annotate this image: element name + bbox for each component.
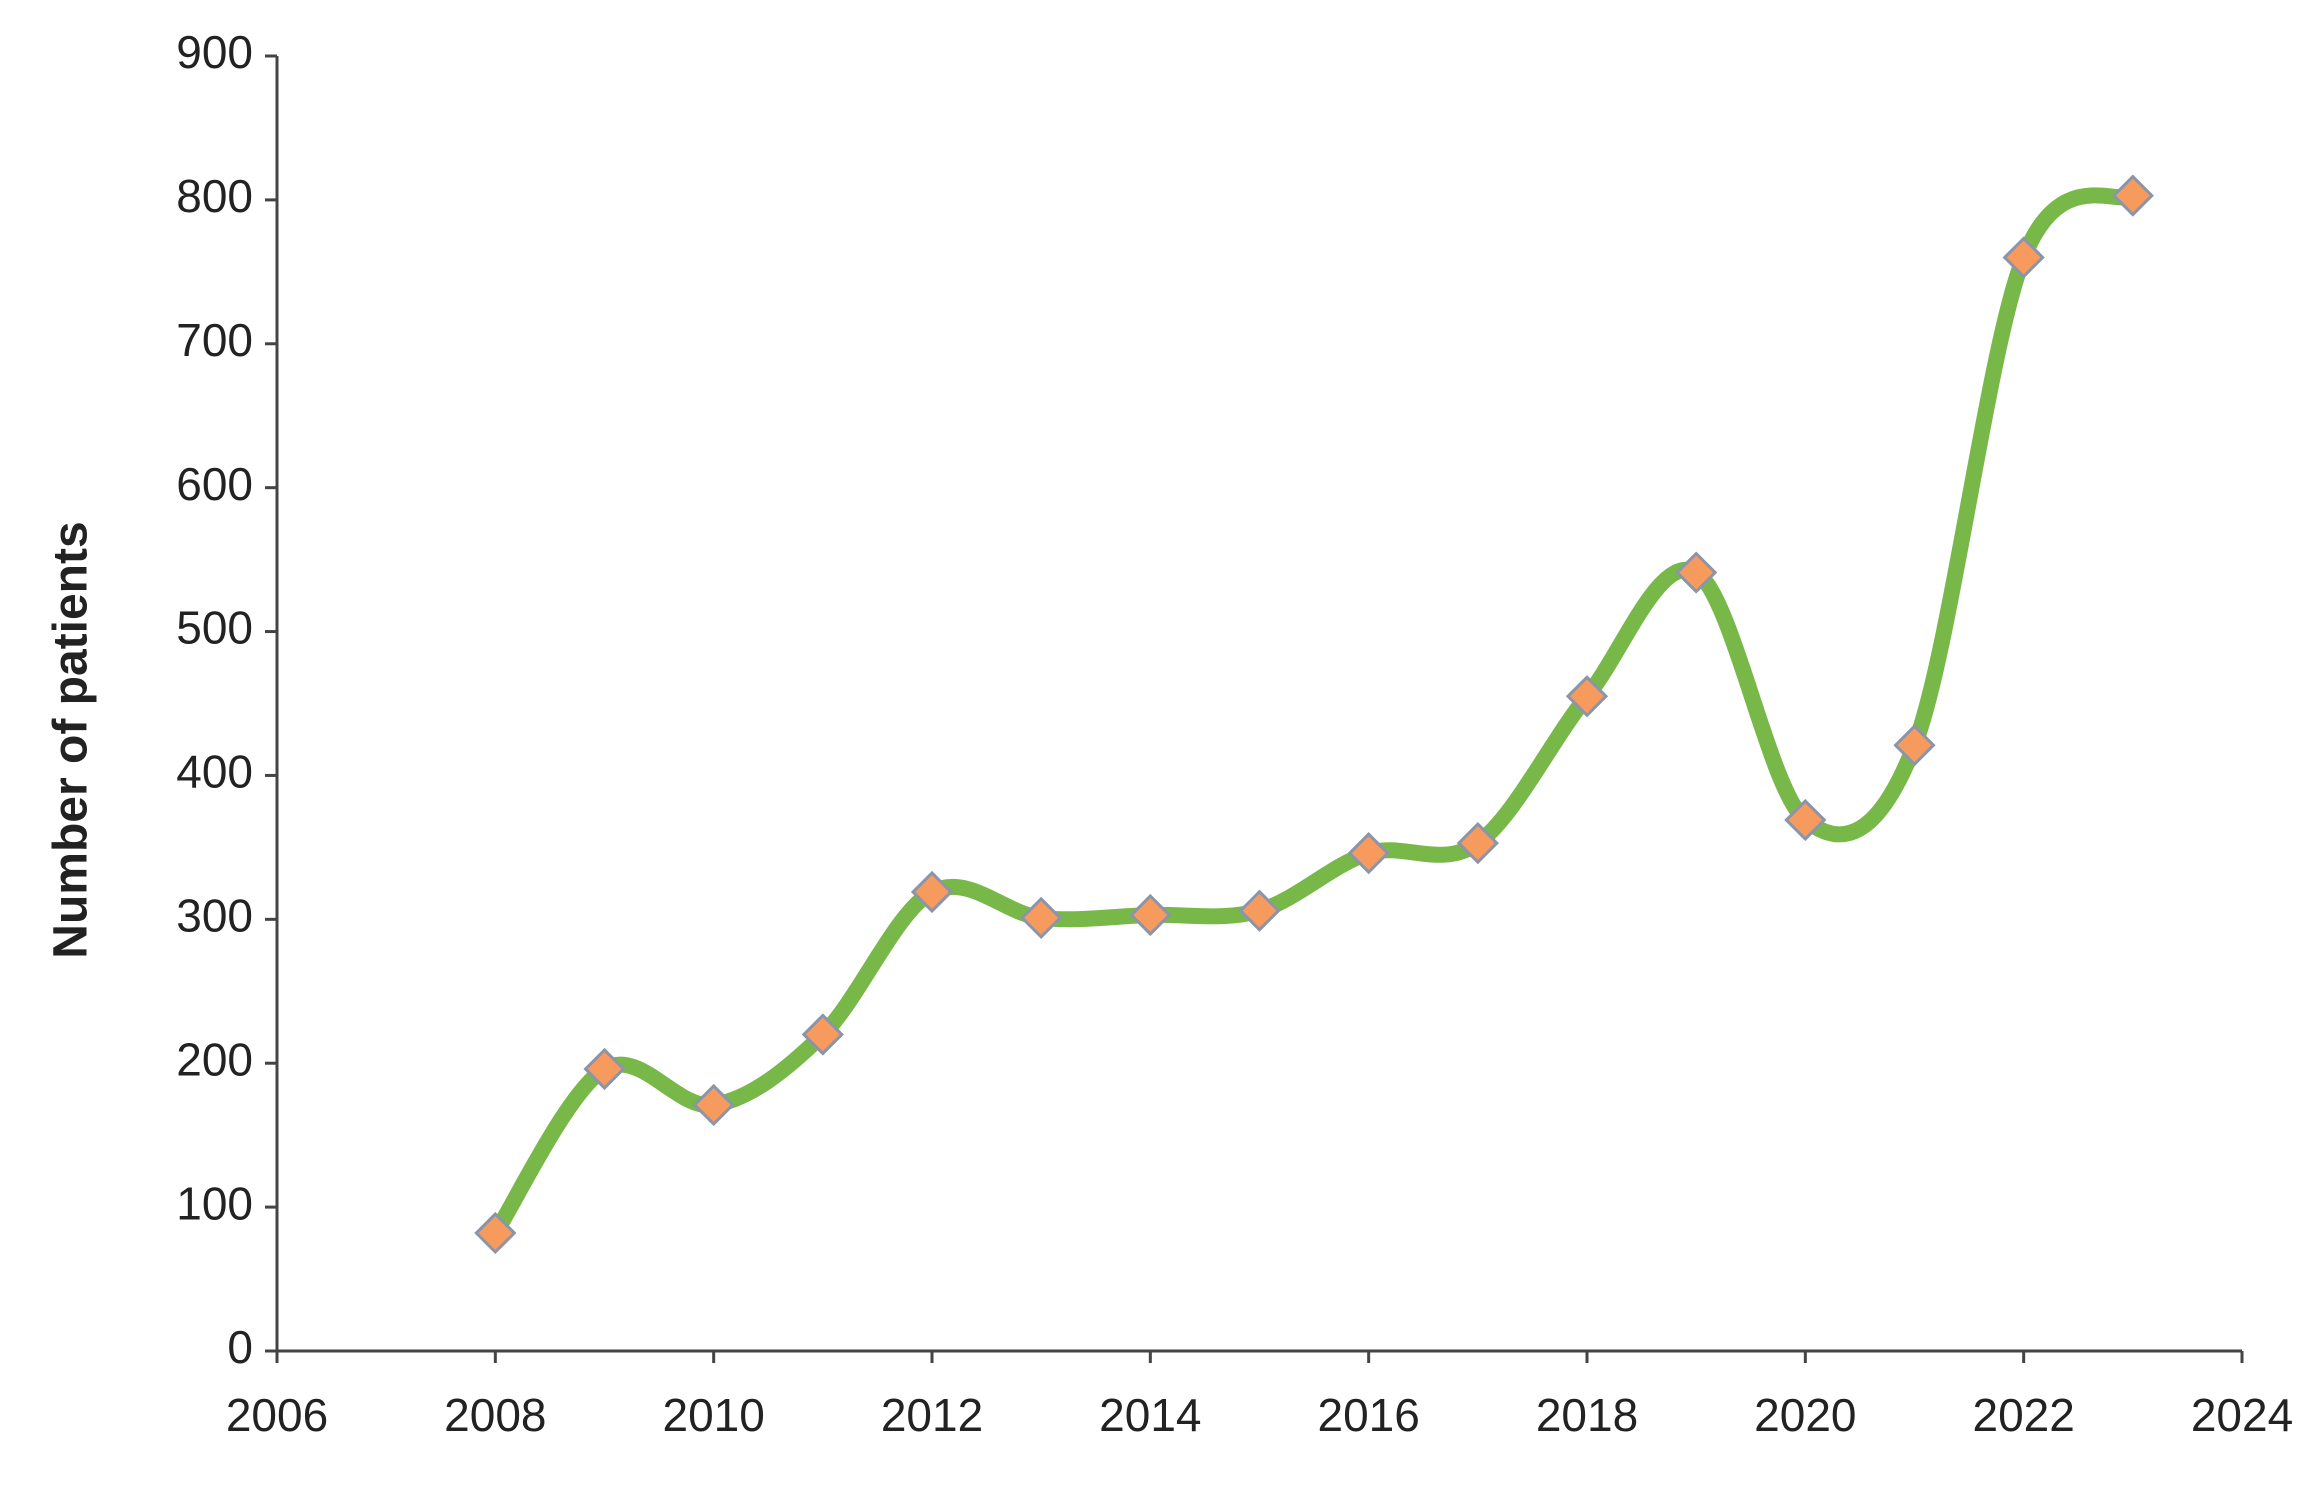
y-tick-label: 400: [176, 746, 253, 798]
marker: [1675, 551, 1718, 594]
y-tick-label: 800: [176, 170, 253, 222]
y-tick-label: 300: [176, 889, 253, 941]
y-tick-label: 200: [176, 1033, 253, 1085]
x-tick-label: 2022: [1972, 1389, 2074, 1441]
marker: [1784, 798, 1827, 842]
marker: [692, 1083, 735, 1127]
marker: [1565, 675, 1609, 718]
marker: [1893, 724, 1936, 767]
marker: [583, 1047, 626, 1091]
marker: [1020, 896, 1063, 940]
marker: [2111, 174, 2154, 217]
x-tick-label: 2008: [444, 1389, 546, 1441]
x-tick-label: 2006: [226, 1389, 328, 1441]
x-tick-label: 2010: [662, 1389, 764, 1441]
marker: [1238, 889, 1281, 932]
marker: [2002, 236, 2045, 279]
x-tick-label: 2020: [1754, 1389, 1856, 1441]
line: [487, 187, 2141, 1242]
marker: [910, 870, 954, 914]
y-tick-label: 0: [227, 1321, 253, 1373]
y-tick-label: 900: [176, 26, 253, 78]
y-tick-label: 100: [176, 1177, 253, 1229]
x-tick-label: 2012: [881, 1389, 983, 1441]
marker: [1347, 832, 1390, 875]
x-tick-label: 2016: [1317, 1389, 1419, 1441]
x-tick-label: 2018: [1536, 1389, 1638, 1441]
marker: [474, 1211, 517, 1255]
y-tick-label: 600: [176, 458, 253, 510]
x-tick-label: 2014: [1099, 1389, 1201, 1441]
x-tick-label: 2024: [2191, 1389, 2293, 1441]
marker: [1456, 821, 1499, 865]
marker: [1129, 893, 1172, 937]
y-tick-label: 500: [176, 602, 253, 654]
y-tick-label: 700: [176, 314, 253, 366]
marker: [801, 1013, 844, 1056]
y-axis-label: Number of patients: [45, 521, 98, 958]
